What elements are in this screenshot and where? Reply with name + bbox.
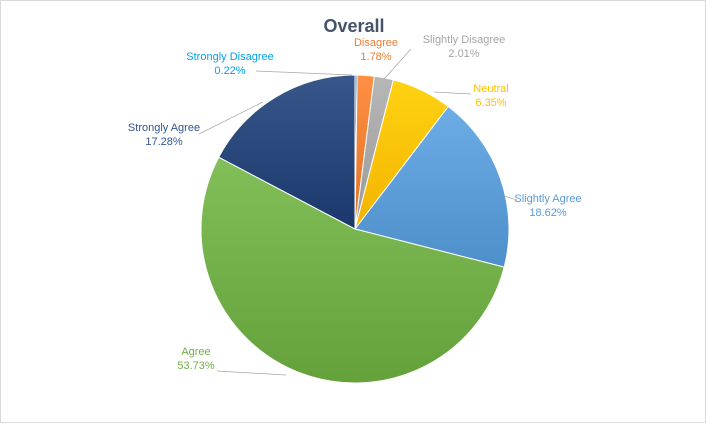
leader-line <box>433 91 472 95</box>
data-label-category: Strongly Agree <box>128 122 200 134</box>
pie-slice-agree <box>200 156 505 384</box>
data-label-value: 18.62% <box>529 207 567 219</box>
pie-slices <box>200 74 510 384</box>
leader-line <box>198 101 264 135</box>
data-label-category: Neutral <box>473 83 508 95</box>
data-label-value: 1.78% <box>360 51 391 63</box>
data-label-category: Slightly Agree <box>514 193 581 205</box>
leader-line <box>383 48 412 80</box>
data-label-value: 53.73% <box>177 360 215 372</box>
pie-slice-slightly-agree <box>354 105 510 268</box>
pie-slice-strongly-agree <box>218 74 356 230</box>
data-label-category: Agree <box>181 346 210 358</box>
data-label-value: 0.22% <box>214 65 245 77</box>
leader-line <box>255 70 353 76</box>
data-label-value: 2.01% <box>448 48 479 60</box>
leader-lines <box>198 48 518 376</box>
chart-title: Overall <box>323 16 384 36</box>
leader-line <box>503 195 518 201</box>
data-label-category: Slightly Disagree <box>423 34 506 46</box>
data-label-value: 17.28% <box>145 136 183 148</box>
data-label-category: Strongly Disagree <box>186 51 273 63</box>
leader-line <box>216 370 287 376</box>
data-labels: Strongly Disagree 0.22% Disagree 1.78% Sligh… <box>128 34 582 372</box>
data-label-value: 6.35% <box>475 97 506 109</box>
data-label-category: Disagree <box>354 37 398 49</box>
